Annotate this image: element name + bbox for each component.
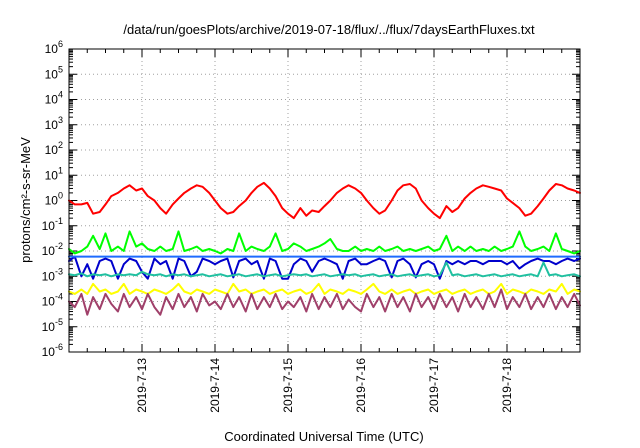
grid (69, 49, 580, 352)
series-line-1 (68, 181, 581, 220)
y-tick-label: 100 (45, 191, 63, 208)
x-tick-label: 2019-7-14 (208, 358, 222, 413)
series-line-6 (68, 282, 581, 295)
y-tick-label: 102 (45, 140, 63, 157)
y-tick-label: 10-1 (42, 216, 63, 233)
y-tick-label: 10-2 (42, 241, 63, 258)
y-tick-label: 10-3 (42, 266, 63, 283)
x-tick-label: 2019-7-13 (135, 358, 149, 413)
y-tick-label: 10-6 (42, 342, 63, 359)
y-tick-label: 103 (45, 115, 63, 132)
y-axis-tick-labels: 10-6 10-5 10-4 10-3 10-2 10-1 100 101 102 103 104 1… (42, 39, 63, 359)
y-tick-label: 101 (45, 165, 63, 182)
chart-title: /data/run/goesPlots/archive/2019-07-18/f… (123, 22, 535, 37)
y-tick-label: 104 (45, 90, 63, 107)
y-tick-label: 10-4 (42, 292, 63, 309)
series-line-5 (68, 261, 581, 278)
plot-frame (68, 48, 581, 353)
x-tick-label: 2019-7-17 (427, 358, 441, 413)
y-axis-label: protons/cm²-s-sr-MeV (18, 137, 33, 263)
x-axis-tick-labels: 2019-7-13 2019-7-14 2019-7-15 2019-7-16 2019… (135, 358, 514, 413)
y-tick-label: 106 (45, 39, 63, 56)
x-tick-label: 2019-7-16 (354, 358, 368, 413)
data-series (68, 181, 581, 316)
x-tick-label: 2019-7-18 (500, 358, 514, 413)
series-line-7 (68, 288, 581, 316)
x-tick-label: 2019-7-15 (281, 358, 295, 413)
x-axis-label: Coordinated Universal Time (UTC) (224, 429, 423, 444)
series-line-2 (68, 230, 581, 255)
y-tick-label: 105 (45, 64, 63, 81)
y-tick-label: 10-5 (42, 317, 63, 334)
series-line-3 (68, 255, 581, 280)
